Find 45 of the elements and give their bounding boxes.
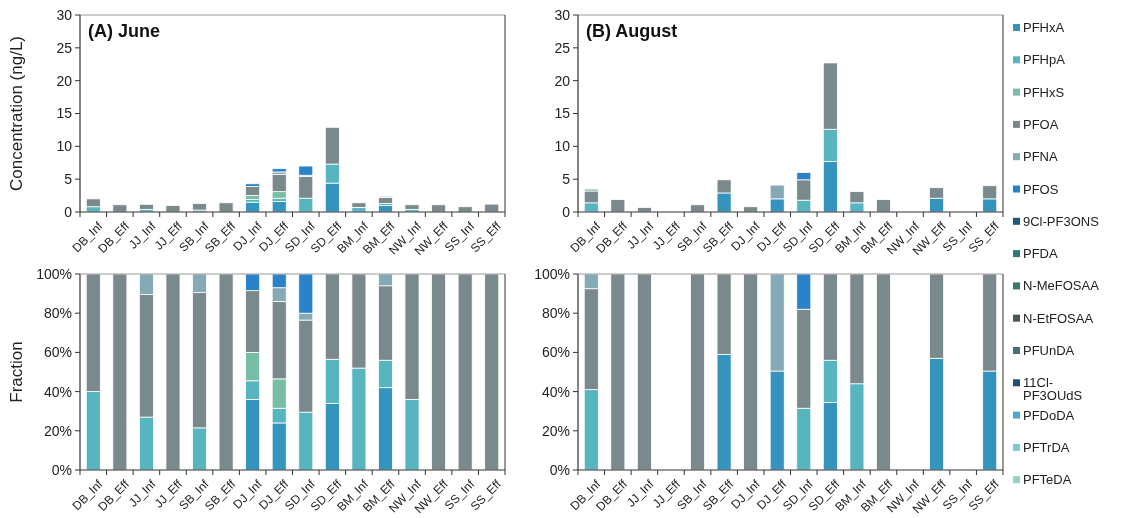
- y-tick-label: 5: [562, 171, 571, 188]
- y-tick-label: 60%: [43, 344, 72, 361]
- y-tick-label: 100%: [36, 265, 72, 282]
- legend-label: PFOA: [1023, 116, 1059, 132]
- y-tick-label: 10: [554, 138, 571, 155]
- legend-label: PFTeDA: [1023, 472, 1072, 488]
- legend-label: 11Cl-PF3OUdS: [1023, 375, 1083, 404]
- y-tick-label: 10: [56, 138, 73, 155]
- chart-title: (B) August: [586, 21, 678, 41]
- y-tick-label: 15: [56, 105, 73, 122]
- legend-label: PFTrDA: [1023, 439, 1070, 455]
- y-tick-label: 100%: [534, 265, 570, 282]
- y-tick-label: 80%: [43, 305, 72, 322]
- legend-label: N-MeFOSAA: [1023, 278, 1100, 294]
- legend-label: PFOS: [1023, 181, 1059, 197]
- legend-label: PFNA: [1023, 149, 1058, 165]
- y-tick-label: 20%: [541, 422, 570, 439]
- y-tick-label: 0%: [549, 461, 570, 478]
- legend-label: PFHxA: [1023, 20, 1065, 35]
- y-tick-label: 40%: [541, 383, 570, 400]
- y-tick-label: 20%: [43, 422, 72, 439]
- legend-label: PFHpA: [1023, 52, 1066, 68]
- y-tick-label: 0: [562, 203, 571, 220]
- y-tick-label: 20: [56, 72, 73, 89]
- chart-title: (A) June: [88, 21, 160, 41]
- y-tick-label: 80%: [541, 305, 570, 322]
- y-tick-label: 60%: [541, 344, 570, 361]
- y-tick-label: 0: [64, 203, 73, 220]
- y-tick-label: 40%: [43, 383, 72, 400]
- y-axis-title: Concentration (ng/L): [7, 36, 26, 191]
- y-tick-label: 15: [554, 105, 571, 122]
- legend-label: PFHxS: [1023, 84, 1065, 100]
- legend-label: PFDA: [1023, 246, 1058, 262]
- legend-label: 9Cl-PF3ONS: [1023, 213, 1100, 229]
- legend-label: PFDoDA: [1023, 407, 1075, 423]
- y-tick-label: 30: [56, 6, 73, 23]
- y-tick-label: 5: [64, 171, 73, 188]
- legend-label: PFUnDA: [1023, 343, 1075, 358]
- y-tick-label: 25: [554, 39, 571, 56]
- y-tick-label: 20: [554, 72, 571, 89]
- y-tick-label: 30: [554, 6, 571, 23]
- y-tick-label: 0%: [51, 461, 72, 478]
- y-tick-label: 25: [56, 39, 73, 56]
- legend-label: N-EtFOSAA: [1023, 310, 1094, 326]
- y-axis-title: Fraction: [7, 341, 26, 403]
